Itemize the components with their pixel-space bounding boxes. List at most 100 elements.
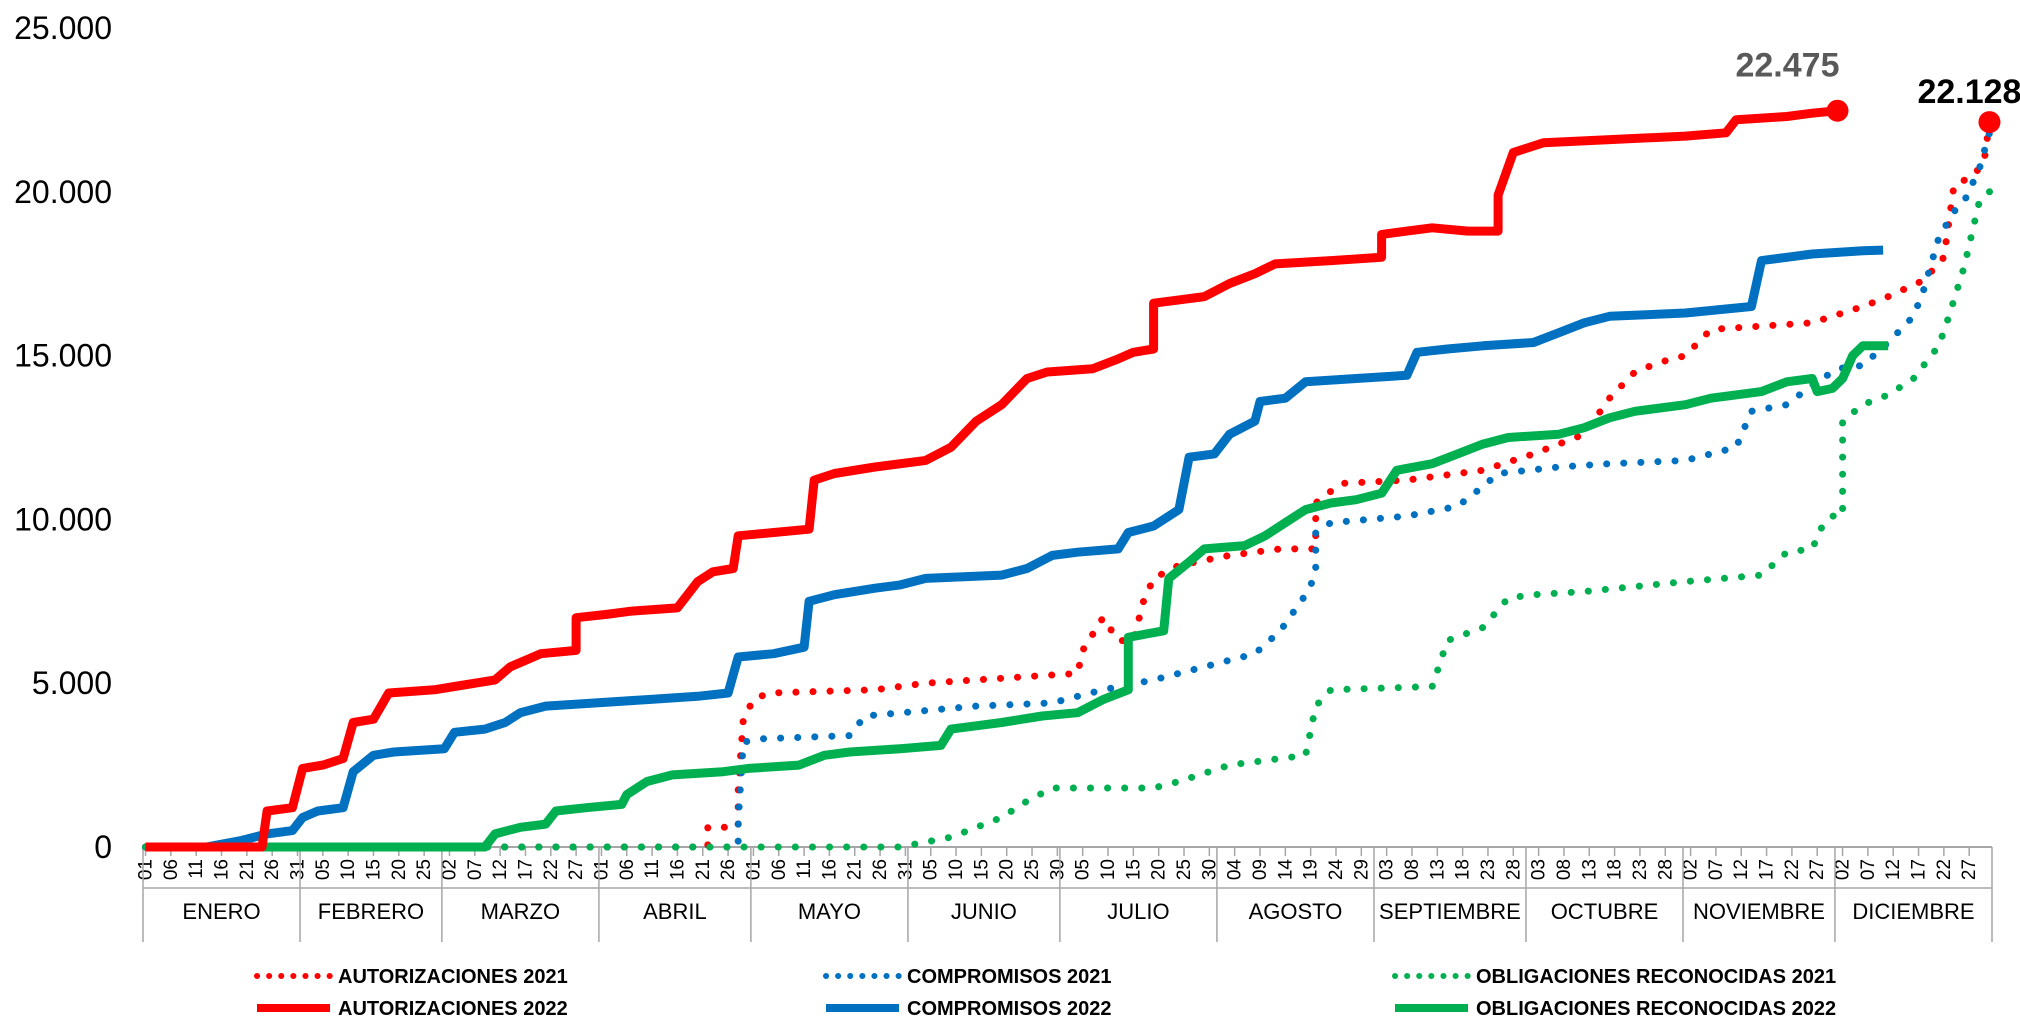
x-day-label: 17 <box>1757 859 1778 880</box>
x-day-label: 12 <box>1731 859 1752 880</box>
x-day-label: 30 <box>1199 859 1220 880</box>
x-day-label: 11 <box>794 859 815 879</box>
x-day-label: 17 <box>515 859 536 880</box>
x-day-label: 13 <box>1427 859 1448 880</box>
legend-label: OBLIGACIONES RECONOCIDAS 2021 <box>1476 966 1836 988</box>
x-day-label: 10 <box>946 859 967 880</box>
x-day-label: 26 <box>262 859 283 880</box>
series-lines <box>142 106 1993 852</box>
x-day-label: 06 <box>617 859 638 880</box>
end-marker <box>1826 99 1849 122</box>
x-day-label: 01 <box>743 859 764 880</box>
x-day-label: 07 <box>465 859 486 880</box>
y-tick-label: 0 <box>94 829 112 865</box>
end-value-label: 22.128 <box>1917 73 2020 111</box>
x-day-label: 27 <box>1959 859 1980 880</box>
x-day-label: 31 <box>288 859 309 880</box>
x-day-label: 01 <box>591 859 612 880</box>
month-label: SEPTIEMBRE <box>1379 899 1521 924</box>
series-line-autorizaciones-2022 <box>145 106 1838 852</box>
y-tick-label: 25.000 <box>14 10 112 46</box>
x-day-label: 12 <box>1883 859 1904 880</box>
month-label: MAYO <box>798 899 861 924</box>
x-day-label: 05 <box>1073 859 1094 880</box>
x-day-label: 01 <box>136 859 157 880</box>
x-day-label: 20 <box>389 859 410 880</box>
x-day-label: 22 <box>1934 859 1955 880</box>
x-day-label: 27 <box>1807 859 1828 880</box>
x-day-label: 17 <box>1909 859 1930 880</box>
month-label: JUNIO <box>951 899 1017 924</box>
legend-label: COMPROMISOS 2022 <box>907 998 1112 1020</box>
x-day-label: 20 <box>1149 859 1170 880</box>
x-day-label: 02 <box>1833 859 1854 880</box>
month-label: NOVIEMBRE <box>1693 899 1825 924</box>
x-day-label: 24 <box>1326 859 1347 881</box>
legend-label: AUTORIZACIONES 2021 <box>338 966 568 988</box>
x-day-label: 30 <box>1047 859 1068 880</box>
x-day-label: 10 <box>1098 859 1119 880</box>
series-line-compromisos-2022 <box>145 245 1884 852</box>
x-day-label: 03 <box>1529 859 1550 880</box>
x-day-label: 31 <box>895 859 916 880</box>
month-label: ABRIL <box>643 899 707 924</box>
x-day-label: 10 <box>338 859 359 880</box>
month-label: ENERO <box>182 899 260 924</box>
y-axis: 0 5.000 10.000 15.000 20.000 25.000 <box>14 10 112 865</box>
x-day-label: 11 <box>642 859 663 879</box>
x-day-label: 07 <box>1858 859 1879 880</box>
x-day-label: 26 <box>870 859 891 880</box>
x-day-label: 21 <box>845 859 866 880</box>
x-day-label: 18 <box>1605 859 1626 880</box>
y-tick-label: 5.000 <box>32 665 112 701</box>
legend-label: COMPROMISOS 2021 <box>907 966 1112 988</box>
x-day-label: 03 <box>1377 859 1398 880</box>
x-day-label: 08 <box>1402 859 1423 880</box>
x-day-label: 23 <box>1478 859 1499 880</box>
x-day-label: 08 <box>1554 859 1575 880</box>
x-day-label: 25 <box>1174 859 1195 880</box>
series-line-obligaciones-reconocidas-2022 <box>145 341 1889 852</box>
x-day-label: 18 <box>1453 859 1474 880</box>
x-day-label: 19 <box>1301 859 1322 880</box>
series-line-autorizaciones-2021 <box>142 118 1993 851</box>
x-day-label: 04 <box>1225 859 1246 881</box>
series-line-compromisos-2021 <box>142 129 1993 851</box>
month-label: JULIO <box>1107 899 1169 924</box>
legend-label: AUTORIZACIONES 2022 <box>338 998 568 1020</box>
x-day-label: 22 <box>1782 859 1803 880</box>
x-day-label: 21 <box>693 859 714 880</box>
legend: AUTORIZACIONES 2021 COMPROMISOS 2021 OBLIG… <box>254 966 1836 1020</box>
x-day-label: 16 <box>667 859 688 880</box>
y-tick-label: 15.000 <box>14 338 112 374</box>
x-day-label: 16 <box>212 859 233 880</box>
x-day-label: 13 <box>1579 859 1600 880</box>
x-day-label: 23 <box>1630 859 1651 880</box>
y-tick-label: 20.000 <box>14 174 112 210</box>
x-day-label: 09 <box>1250 859 1271 880</box>
x-day-label: 21 <box>237 859 258 880</box>
x-day-label: 05 <box>313 859 334 880</box>
series-line-obligaciones-reconocidas-2021 <box>142 188 1993 851</box>
x-day-label: 05 <box>921 859 942 880</box>
x-day-label: 26 <box>718 859 739 880</box>
x-day-label: 11 <box>186 859 207 879</box>
x-day-label: 25 <box>1022 859 1043 880</box>
month-label: FEBRERO <box>318 899 424 924</box>
month-label: DICIEMBRE <box>1852 899 1974 924</box>
x-day-label: 28 <box>1503 859 1524 880</box>
end-value-label: 22.475 <box>1735 47 1839 85</box>
x-day-label: 20 <box>997 859 1018 880</box>
x-day-label: 15 <box>971 859 992 880</box>
x-day-label: 15 <box>363 859 384 880</box>
x-day-label: 28 <box>1655 859 1676 880</box>
legend-label: OBLIGACIONES RECONOCIDAS 2022 <box>1476 998 1836 1020</box>
x-day-label: 16 <box>819 859 840 880</box>
x-day-label: 14 <box>1275 859 1296 881</box>
x-day-label: 06 <box>769 859 790 880</box>
x-day-label: 27 <box>566 859 587 880</box>
month-label: AGOSTO <box>1249 899 1343 924</box>
x-day-label: 12 <box>490 859 511 880</box>
